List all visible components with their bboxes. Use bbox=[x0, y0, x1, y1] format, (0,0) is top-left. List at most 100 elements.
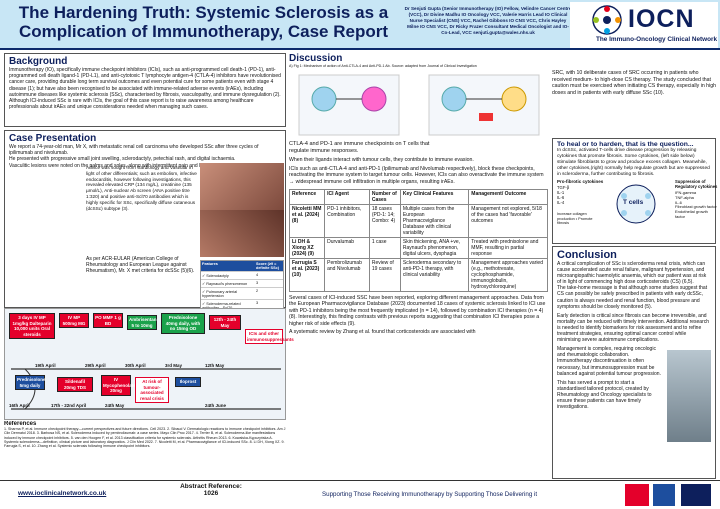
conclusion-p1: A critical complication of SSc is sclero… bbox=[557, 261, 707, 286]
table-cell: Review of 19 cases bbox=[368, 258, 401, 292]
feature-score: 2 bbox=[256, 289, 259, 293]
discussion-p2: When their ligands interact with tumour … bbox=[289, 157, 474, 163]
harden-heading: To heal or to harden, that is the questi… bbox=[557, 141, 694, 148]
cytokine-diagram: Pro-fibrotic cytokines TGF-β IL-1 IL-6 I… bbox=[557, 178, 717, 230]
case-text-2: He presented with progressive small join… bbox=[9, 156, 236, 163]
table-row: Farrugia S et al. (2023) (10) Pembrolizu… bbox=[288, 258, 548, 292]
conclusion-p5: This has served a prompt to start a stan… bbox=[557, 379, 652, 411]
author-list: Dr Senjuti Gupta (Senior Immunotherapy (… bbox=[404, 6, 572, 35]
timeline-box: 12th - 24th May bbox=[209, 315, 241, 330]
discussion-p3: ICIs such as anti-CTLA-4 and anti-PD-1 (… bbox=[289, 165, 544, 185]
table-row: Li DH & Xiong XZ (2024) (9) Durvalumab 1… bbox=[288, 237, 548, 259]
timeline-box: ICIs and other immunosuppressants bbox=[245, 329, 294, 344]
poster-footer bbox=[0, 480, 720, 509]
table-header: Reference bbox=[288, 189, 326, 205]
poster-title: The Hardening Truth: Systemic Sclerosis … bbox=[18, 3, 389, 41]
features-col-head: Features bbox=[202, 262, 218, 266]
timeline-date: 24th May bbox=[105, 403, 125, 408]
discussion-section: Discussion A) Fig 1: Mechanism of action… bbox=[288, 53, 548, 479]
t-cell-icon bbox=[616, 184, 656, 224]
table-cell: Nicoletti MM et al. (2024) (8) bbox=[288, 204, 326, 238]
figure-caption: A) Fig 1: Mechanism of action of Anti-CT… bbox=[289, 64, 477, 68]
cytokine-item: TNF-alpha bbox=[675, 194, 694, 200]
harden-section: To heal or to harden, that is the questi… bbox=[552, 138, 717, 244]
right-intro-text: SRC, with 10 deliberate cases of SRC occ… bbox=[552, 70, 716, 96]
features-score-head: Score (≥9 = definite SSc) bbox=[256, 262, 279, 270]
features-table: Features Score (≥9 = definite SSc) ✓ Scl… bbox=[200, 260, 284, 312]
table-cell: PD-1 inhibitors, Combination bbox=[324, 204, 370, 238]
table-cell: Pembrolizumab and Nivolumab bbox=[324, 258, 370, 292]
conclusion-heading: Conclusion bbox=[557, 249, 617, 261]
feature-score: 4 bbox=[256, 273, 259, 277]
timeline-box: 3 days IV MP 1mg/kg Dalteparin 10,000 un… bbox=[9, 313, 55, 339]
timeline-date: 24th June bbox=[205, 403, 227, 408]
partner-logos-icon bbox=[625, 484, 711, 506]
timeline-box: PO MMF 1 g BD bbox=[93, 313, 123, 328]
conclusion-p3: Early detection is critical since fibros… bbox=[557, 312, 710, 344]
references-text: 1. Sharma P, et al. Immune checkpoint th… bbox=[4, 427, 286, 449]
timeline-date: 12th May bbox=[205, 363, 225, 368]
conclusion-p2: The take-home message is that although s… bbox=[557, 285, 708, 310]
cytokine-item: IL-1 bbox=[557, 190, 565, 195]
timeline-date: 17th - 22nd April bbox=[51, 403, 87, 408]
cytokine-item: IL-6 bbox=[557, 195, 565, 200]
table-header: Key Clinical Features bbox=[399, 189, 470, 205]
timeline-date: 3rd May bbox=[165, 363, 183, 368]
background-text: Immunotherapy (IO), specifically immune … bbox=[9, 67, 281, 111]
discussion-heading: Discussion bbox=[289, 53, 343, 64]
logo-text: IOCN bbox=[628, 5, 695, 33]
timeline-box: Ambrisentan 5 to 10mg bbox=[127, 315, 157, 330]
table-cell: Durvalumab bbox=[324, 237, 370, 259]
timeline-box: Iloprost bbox=[175, 377, 201, 387]
timeline-date: 16th April bbox=[9, 403, 30, 408]
cytokine-item: TGF-β bbox=[557, 185, 570, 190]
cytokine-item: Fibroblast growth factor bbox=[675, 204, 717, 210]
acr-text: As per ACR-EULAR (American College of Rh… bbox=[86, 256, 195, 274]
table-header: ICI Agent bbox=[324, 189, 370, 205]
advice-text: Advice was sought from Cardiology and Va… bbox=[86, 165, 197, 211]
conclusion-p4: Management is complex, requiring oncolog… bbox=[557, 346, 661, 377]
suppression-list: IFN-gamma TNF-alpha IL-6 Fibroblast grow… bbox=[675, 190, 719, 220]
abstract-reference: Abstract Reference: 1026 bbox=[176, 483, 246, 497]
pro-fibrotic-list: TGF-β IL-1 IL-6 IL-4 bbox=[557, 185, 569, 205]
timeline-date: 19th April bbox=[35, 363, 56, 368]
abstract-number: 1026 bbox=[203, 490, 219, 497]
table-row: Nicoletti MM et al. (2024) (8) PD-1 inhi… bbox=[288, 204, 548, 238]
tagline: Supporting Those Receiving Immunotherapy… bbox=[322, 491, 538, 498]
network-website-link[interactable]: www.iocIinicalnetwork.co.uk bbox=[18, 490, 107, 497]
table-cell: Li DH & Xiong XZ (2024) (9) bbox=[288, 237, 326, 259]
feature-item: ✓ Raynaud's phenomenon bbox=[202, 282, 248, 286]
timeline-date: 29th April bbox=[85, 363, 106, 368]
table-cell: Management approaches varied (e.g., meth… bbox=[468, 258, 548, 292]
case-heading: Case Presentation bbox=[9, 133, 97, 144]
table-cell: Farrugia S et al. (2023) (10) bbox=[288, 258, 326, 292]
references-heading: References bbox=[4, 421, 37, 427]
cytokine-item: IL-6 bbox=[675, 199, 682, 205]
table-cell: 1 case bbox=[368, 237, 401, 259]
references-section: References 1. Sharma P, et al. Immune ch… bbox=[4, 421, 286, 479]
case-text-1: We report a 74-year-old man, Mr X, with … bbox=[9, 144, 259, 157]
feature-score: 3 bbox=[256, 281, 259, 285]
network-logo-icon bbox=[592, 5, 622, 35]
table-cell: Treated with prednisolone and MMF, resul… bbox=[468, 237, 548, 259]
suppression-heading: Suppression of Regulatory cytokines bbox=[675, 179, 718, 189]
harden-text: In dcSSc, activated T-cells drive diseas… bbox=[557, 148, 710, 177]
discussion-p5: A systematic review by Zhang et al. foun… bbox=[289, 329, 476, 336]
doctor-photo bbox=[667, 350, 711, 443]
timeline-box: Sildenafil 20mg TDS bbox=[57, 377, 93, 392]
renal-crisis-note: At risk of tumour-associated renal crisi… bbox=[135, 377, 169, 403]
table-cell: Multiple cases from the European Pharmac… bbox=[399, 204, 470, 238]
table-header: Management/ Outcome bbox=[468, 189, 548, 205]
mechanism-diagram bbox=[298, 74, 540, 136]
pro-fibrotic-heading: Pro-fibrotic cytokines bbox=[557, 179, 604, 184]
feature-score: 3 bbox=[256, 301, 259, 305]
table-cell: 18 cases (PD-1: 14; Combo: 4) bbox=[368, 204, 401, 238]
timeline-box: IV MP 500mg MG bbox=[59, 313, 89, 328]
timeline-box: Prednisolone 40mg daily, with no 15mg OD bbox=[161, 313, 205, 334]
timeline-date: 30th April bbox=[125, 363, 146, 368]
timeline-box: IV Mycophenolate 20mg bbox=[101, 375, 136, 396]
treatment-timeline: 3 days IV MP 1mg/kg Dalteparin 10,000 un… bbox=[4, 308, 294, 420]
case-comparison-table: Reference ICI Agent Number of Cases Key … bbox=[288, 189, 548, 292]
cytokine-item: IFN-gamma bbox=[675, 190, 697, 195]
t-cells-label: T cells bbox=[623, 199, 644, 206]
